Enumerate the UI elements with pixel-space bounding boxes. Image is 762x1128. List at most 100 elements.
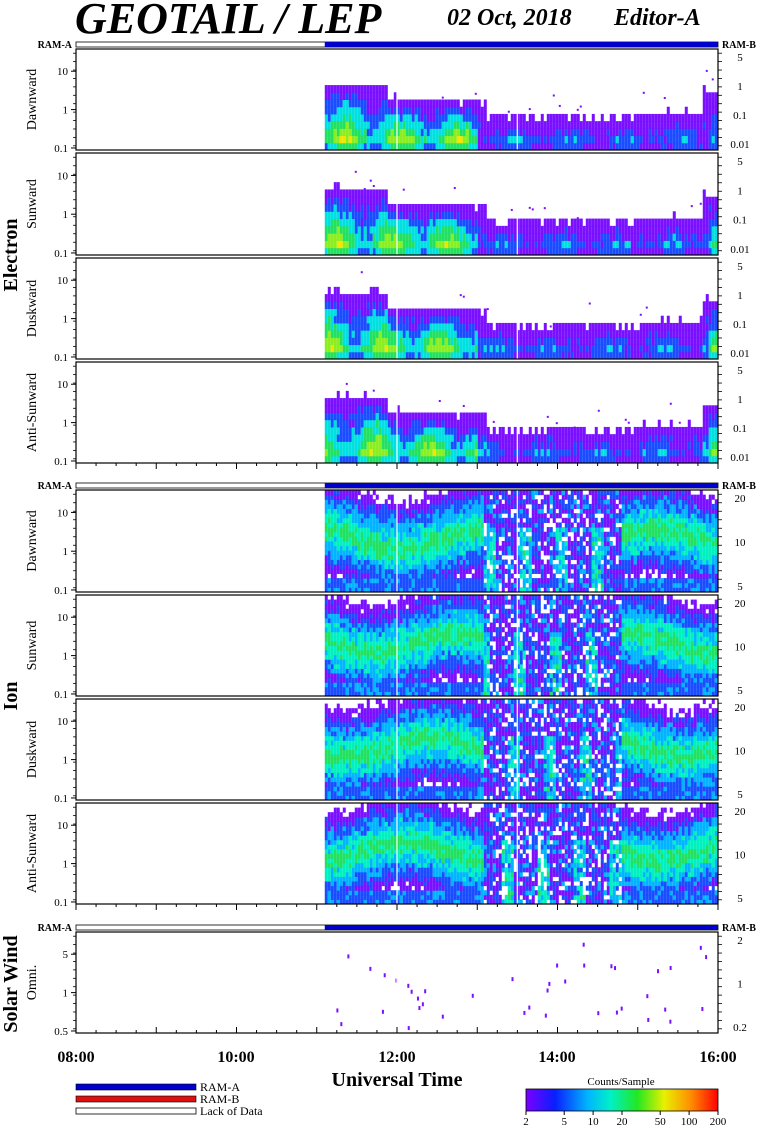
heat-cell (456, 337, 460, 346)
heat-cell (639, 344, 643, 353)
heat-cell (525, 536, 529, 542)
heat-cell (438, 455, 442, 464)
heat-cell (600, 322, 604, 331)
heat-cell (345, 121, 349, 129)
heat-cell (459, 142, 463, 151)
heat-cell (348, 247, 352, 256)
heat-cell (480, 527, 484, 533)
heat-cell (663, 247, 667, 256)
heat-speck (507, 110, 510, 113)
heat-cell (672, 322, 676, 331)
heat-cell (375, 351, 379, 360)
heat-cell (537, 434, 541, 442)
heat-cell (369, 573, 373, 579)
heat-cell (360, 434, 364, 442)
heat-cell (591, 322, 595, 331)
heat-cell (333, 121, 337, 129)
heat-cell (453, 211, 457, 220)
heat-cell (330, 559, 334, 565)
heat-cell (324, 582, 328, 588)
heat-cell (387, 211, 391, 220)
heat-cell (390, 99, 394, 108)
heat-cell (324, 196, 328, 205)
heat-cell (360, 455, 364, 464)
heat-cell (336, 99, 340, 108)
heat-cell (681, 322, 685, 331)
heat-cell (522, 587, 526, 593)
heat-cell (477, 441, 481, 450)
heat-cell (534, 490, 538, 496)
heat-cell (654, 337, 658, 346)
heat-cell (702, 121, 706, 129)
heat-cell (624, 337, 628, 346)
heat-cell (702, 211, 706, 220)
heat-cell (417, 135, 421, 144)
heat-cell (519, 344, 523, 353)
heat-cell (363, 513, 367, 519)
heat-cell (378, 294, 382, 302)
heat-cell (333, 412, 337, 421)
heat-cell (600, 135, 604, 144)
heat-cell (474, 344, 478, 353)
heat-cell (423, 315, 427, 324)
heat-cell (558, 448, 562, 457)
heat-cell (681, 455, 685, 464)
heat-cell (357, 412, 361, 421)
heat-cell (567, 448, 571, 457)
heat-cell (402, 587, 406, 593)
heat-cell (714, 106, 718, 115)
heat-cell (492, 351, 496, 360)
heat-cell (435, 135, 439, 144)
heat-cell (639, 233, 643, 241)
heat-cell (585, 121, 589, 129)
heat-speck (345, 382, 348, 385)
heat-cell (531, 522, 535, 528)
heat-cell (441, 225, 445, 234)
heat-cell (510, 536, 514, 542)
heat-cell (417, 142, 421, 151)
heat-cell (384, 315, 388, 324)
y2-tick-label: 0.1 (733, 110, 747, 122)
heat-cell (423, 513, 427, 519)
heat-cell (474, 508, 478, 514)
heat-cell (450, 503, 454, 510)
heat-cell (468, 121, 472, 129)
heat-cell (348, 301, 352, 309)
heat-cell (675, 240, 679, 249)
heat-cell (555, 128, 559, 137)
heat-cell (513, 113, 517, 122)
heat-speck (579, 105, 582, 108)
heat-cell (387, 559, 391, 565)
heat-cell (420, 135, 424, 144)
heat-cell (453, 441, 457, 450)
heat-cell (600, 441, 604, 450)
heat-cell (351, 541, 355, 547)
heat-cell (552, 113, 556, 122)
heat-cell (366, 99, 370, 108)
heat-cell (582, 337, 586, 346)
heat-cell (642, 240, 646, 249)
heat-cell (423, 541, 427, 547)
heat-cell (366, 218, 370, 227)
heat-cell (345, 405, 349, 413)
heat-cell (474, 218, 478, 227)
heat-cell (708, 247, 712, 256)
heat-cell (633, 113, 637, 122)
heat-cell (480, 142, 484, 151)
heat-cell (573, 426, 577, 435)
heat-cell (432, 218, 436, 227)
heat-cell (555, 337, 559, 346)
heat-cell (387, 225, 391, 234)
heat-cell (369, 527, 373, 533)
heat-cell (348, 573, 352, 579)
heat-cell (675, 142, 679, 151)
heat-cell (507, 522, 511, 528)
heat-cell (429, 121, 433, 129)
heat-cell (480, 315, 484, 324)
heat-cell (495, 559, 499, 565)
heat-cell (420, 322, 424, 331)
heat-cell (480, 106, 484, 115)
heat-cell (651, 233, 655, 241)
heat-cell (468, 113, 472, 122)
heat-cell (354, 494, 358, 500)
